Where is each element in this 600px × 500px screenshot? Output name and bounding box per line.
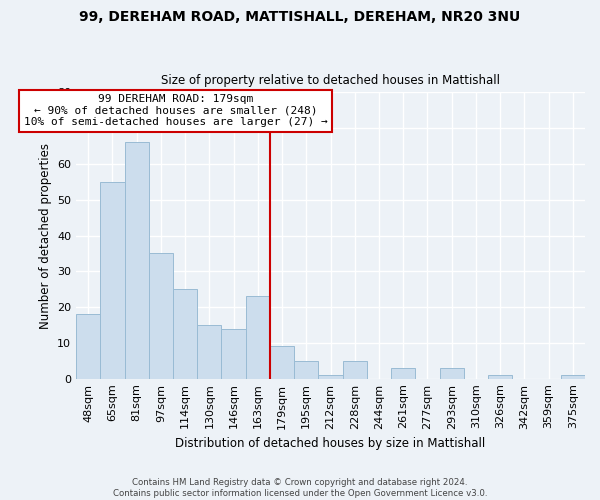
Bar (343, 361, 367, 378)
Bar (440, 368, 464, 378)
Bar (149, 254, 173, 378)
Bar (488, 375, 512, 378)
Bar (319, 375, 343, 378)
Bar (270, 346, 294, 378)
Text: 99 DEREHAM ROAD: 179sqm
← 90% of detached houses are smaller (248)
10% of semi-d: 99 DEREHAM ROAD: 179sqm ← 90% of detache… (23, 94, 328, 128)
Bar (197, 325, 221, 378)
Bar (125, 142, 149, 378)
Text: Contains HM Land Registry data © Crown copyright and database right 2024.
Contai: Contains HM Land Registry data © Crown c… (113, 478, 487, 498)
Bar (246, 296, 270, 378)
Y-axis label: Number of detached properties: Number of detached properties (38, 142, 52, 328)
Bar (221, 328, 246, 378)
Bar (391, 368, 415, 378)
Bar (294, 361, 319, 378)
X-axis label: Distribution of detached houses by size in Mattishall: Distribution of detached houses by size … (175, 437, 485, 450)
Bar (76, 314, 100, 378)
Bar (561, 375, 585, 378)
Bar (100, 182, 125, 378)
Bar (173, 289, 197, 378)
Title: Size of property relative to detached houses in Mattishall: Size of property relative to detached ho… (161, 74, 500, 87)
Text: 99, DEREHAM ROAD, MATTISHALL, DEREHAM, NR20 3NU: 99, DEREHAM ROAD, MATTISHALL, DEREHAM, N… (79, 10, 521, 24)
